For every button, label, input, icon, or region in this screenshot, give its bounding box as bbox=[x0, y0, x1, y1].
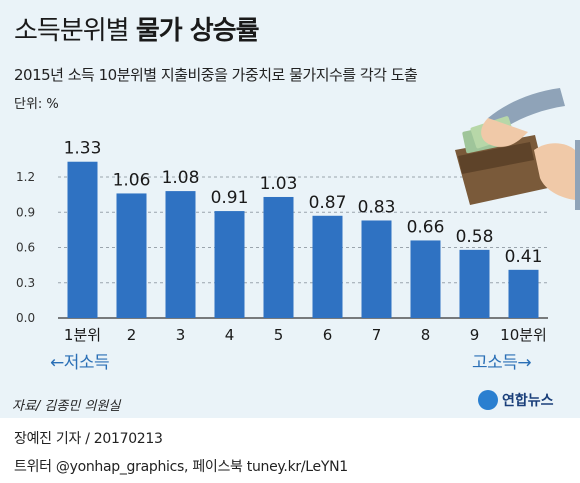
bar bbox=[214, 211, 245, 318]
y-tick-label: 0.6 bbox=[16, 241, 35, 255]
value-label: 0.58 bbox=[456, 227, 494, 247]
y-tick-label: 0.0 bbox=[16, 311, 35, 325]
value-label: 1.03 bbox=[260, 174, 298, 194]
chart-title: 소득분위별 물가 상승률 bbox=[14, 10, 260, 47]
title-bold: 물가 상승률 bbox=[135, 16, 260, 46]
low-income-label: ←저소득 bbox=[50, 353, 110, 373]
y-tick-labels: 0.0 0.3 0.6 0.9 1.2 bbox=[16, 170, 35, 325]
unit-label: 단위: % bbox=[14, 97, 59, 112]
value-label: 1.33 bbox=[64, 139, 102, 159]
x-tick-label: 4 bbox=[225, 326, 235, 344]
bar bbox=[116, 193, 147, 318]
x-tick-label: 8 bbox=[421, 326, 431, 344]
x-tick-labels: 1분위 2 3 4 5 6 7 8 9 10분위 bbox=[64, 326, 547, 344]
value-label: 1.06 bbox=[113, 170, 151, 190]
yonhap-logo-icon bbox=[478, 390, 498, 410]
bars bbox=[67, 161, 539, 318]
x-tick-label: 1분위 bbox=[64, 326, 101, 344]
bar bbox=[67, 161, 98, 318]
bar bbox=[508, 269, 539, 318]
bar bbox=[165, 191, 196, 318]
bar bbox=[459, 249, 490, 318]
yonhap-logo-text: 연합뉴스 bbox=[502, 393, 554, 409]
value-label: 1.08 bbox=[162, 168, 200, 188]
x-tick-label: 9 bbox=[470, 326, 480, 344]
chart-subtitle: 2015년 소득 10분위별 지출비중을 가중치로 물가지수를 각각 도출 bbox=[14, 66, 418, 84]
value-labels: 1.33 1.06 1.08 0.91 1.03 0.87 0.83 0.66 0.58 0.41 bbox=[64, 139, 543, 267]
bar-chart: 0.0 0.3 0.6 0.9 1.2 1.33 1.06 1.08 0.91 1.03 0.87… bbox=[16, 88, 580, 344]
value-label: 0.91 bbox=[211, 188, 249, 208]
title-light: 소득분위별 bbox=[14, 16, 130, 46]
x-tick-label: 7 bbox=[372, 326, 382, 344]
credit-reporter: 장예진 기자 / 20170213 bbox=[14, 431, 163, 447]
hands-wallet-icon bbox=[455, 88, 580, 210]
x-tick-label: 3 bbox=[176, 326, 186, 344]
y-tick-label: 0.3 bbox=[16, 276, 35, 290]
x-tick-label: 6 bbox=[323, 326, 333, 344]
high-income-label: 고소득→ bbox=[472, 353, 532, 373]
value-label: 0.41 bbox=[505, 247, 543, 267]
value-label: 0.83 bbox=[358, 197, 396, 217]
y-tick-label: 1.2 bbox=[16, 170, 35, 184]
source-note: 자료/ 김종민 의원실 bbox=[12, 399, 121, 414]
value-label: 0.87 bbox=[309, 193, 347, 213]
value-label: 0.66 bbox=[407, 217, 445, 237]
bar bbox=[312, 215, 343, 318]
bar bbox=[361, 220, 392, 318]
yonhap-logo: 연합뉴스 bbox=[478, 390, 554, 410]
x-tick-label: 2 bbox=[127, 326, 137, 344]
chart-card: 소득분위별 물가 상승률 2015년 소득 10분위별 지출비중을 가중치로 물… bbox=[0, 0, 580, 418]
x-tick-label: 5 bbox=[274, 326, 284, 344]
y-tick-label: 0.9 bbox=[16, 205, 35, 219]
bar bbox=[410, 240, 441, 318]
bar bbox=[263, 196, 294, 318]
x-tick-label: 10분위 bbox=[500, 326, 547, 344]
credit-social: 트위터 @yonhap_graphics, 페이스북 tuney.kr/LeYN… bbox=[14, 459, 348, 475]
